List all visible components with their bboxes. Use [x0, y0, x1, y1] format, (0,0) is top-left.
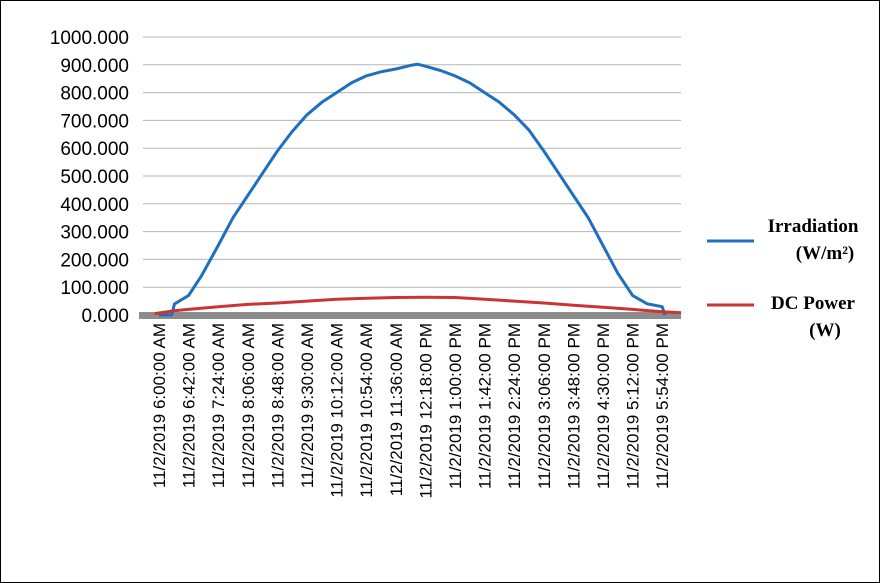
y-axis-ticks: 0.000 100.000 200.000 300.000 400.000 500.000…: [50, 28, 129, 327]
x-tick-label: 11/2/2019 10:12:00 AM: [328, 323, 347, 498]
x-tick-label: 11/2/2019 4:30:00 PM: [594, 323, 613, 489]
x-tick-label: 11/2/2019 10:54:00 AM: [357, 323, 376, 498]
y-tick-label: 400.000: [60, 195, 129, 216]
legend: Irradiation (W/m²) DC Power (W): [707, 216, 859, 341]
x-tick-label: 11/2/2019 2:24:00 PM: [505, 323, 524, 489]
y-tick-label: 600.000: [60, 139, 129, 160]
series-line-irradiation: [159, 62, 667, 317]
series-line-dc-power: [154, 295, 682, 316]
x-tick-label: 11/2/2019 9:30:00 AM: [298, 323, 317, 488]
legend-label-line: (W/m²): [796, 243, 854, 264]
gridlines: [143, 36, 681, 288]
x-tick-label: 11/2/2019 11:36:00 AM: [387, 323, 406, 496]
x-tick-label: 11/2/2019 12:18:00 PM: [416, 323, 435, 499]
x-tick-label: 11/2/2019 8:48:00 AM: [268, 323, 287, 488]
y-tick-label: 800.000: [60, 84, 129, 105]
y-tick-label: 100.000: [60, 278, 129, 299]
x-tick-label: 11/2/2019 6:42:00 AM: [180, 323, 199, 488]
x-tick-label: 11/2/2019 3:48:00 PM: [564, 323, 583, 489]
legend-label-dc-power: DC Power (W): [771, 293, 855, 341]
x-tick-label: 11/2/2019 1:00:00 PM: [446, 323, 465, 489]
y-tick-label: 700.000: [60, 111, 129, 132]
x-tick-label: 11/2/2019 1:42:00 PM: [476, 323, 495, 489]
y-tick-label: 1000.000: [50, 28, 129, 49]
legend-label-line: (W): [809, 320, 841, 341]
y-tick-label: 0.000: [81, 306, 129, 327]
y-tick-label: 900.000: [60, 56, 129, 77]
x-tick-label: 11/2/2019 3:06:00 PM: [535, 323, 554, 489]
x-axis-band: [139, 312, 681, 319]
x-tick-label: 11/2/2019 8:06:00 AM: [239, 323, 258, 488]
y-tick-label: 300.000: [60, 223, 129, 244]
x-axis-ticks: 11/2/2019 6:00:00 AM 11/2/2019 6:42:00 AM…: [150, 323, 672, 499]
x-tick-label: 11/2/2019 5:12:00 PM: [624, 323, 643, 489]
series-lines: [154, 62, 682, 317]
x-axis-band: [139, 312, 681, 319]
legend-label-irradiation: Irradiation (W/m²): [768, 216, 859, 264]
x-tick-label: 11/2/2019 7:24:00 AM: [209, 323, 228, 488]
x-tick-label: 11/2/2019 5:54:00 PM: [653, 323, 672, 489]
legend-label-line: Irradiation: [768, 216, 859, 237]
y-tick-label: 500.000: [60, 167, 129, 188]
x-tick-label: 11/2/2019 6:00:00 AM: [150, 323, 169, 488]
legend-label-line: DC Power: [771, 293, 855, 314]
y-tick-label: 200.000: [60, 250, 129, 271]
